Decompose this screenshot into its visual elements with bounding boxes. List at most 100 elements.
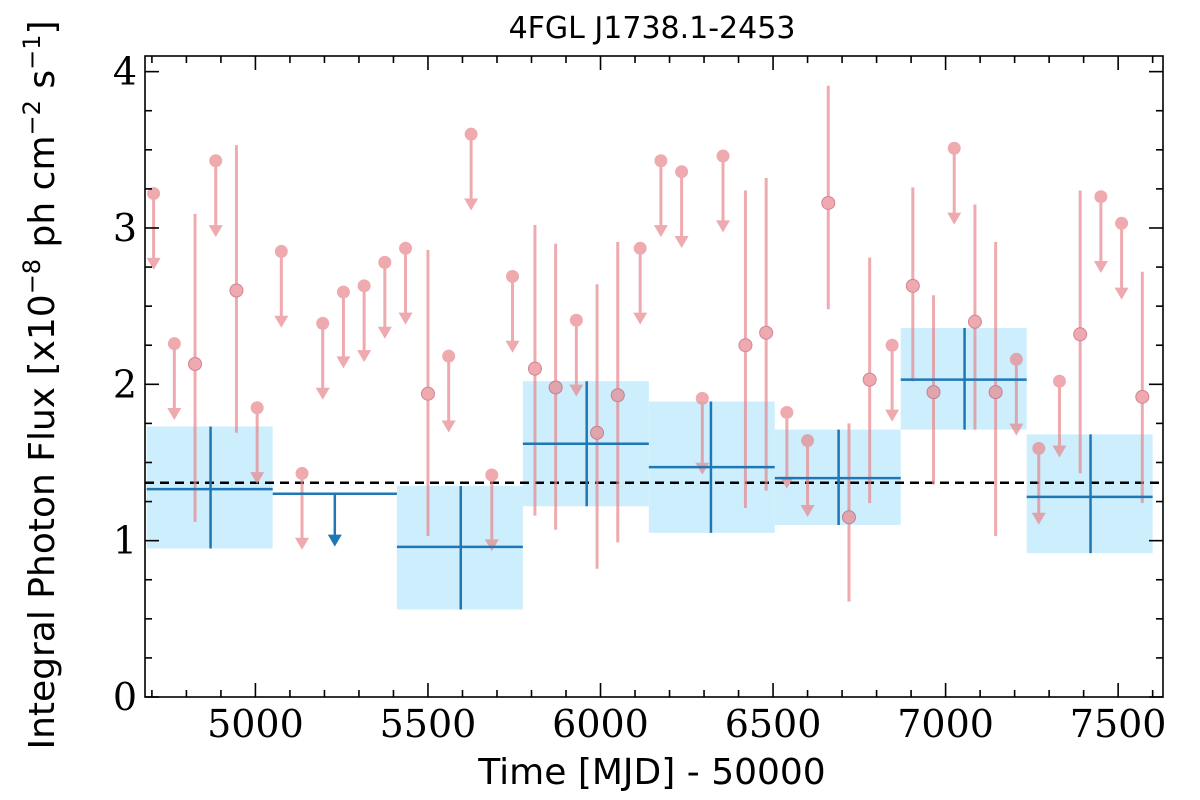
monthly-point [1031, 441, 1046, 525]
monthly-point [674, 165, 689, 249]
upper-limit-arrow [146, 257, 161, 270]
y-tick-label: 0 [113, 675, 137, 719]
monthly-marker [801, 434, 815, 448]
monthly-marker [759, 325, 774, 340]
monthly-point [716, 149, 731, 233]
monthly-marker [1073, 327, 1088, 342]
upper-limit-arrow [167, 408, 182, 421]
monthly-marker [378, 255, 392, 269]
monthly-marker [841, 510, 856, 525]
upper-limit-arrow [885, 409, 900, 422]
monthly-point [357, 279, 372, 363]
monthly-marker [780, 405, 794, 419]
monthly-marker [209, 154, 223, 168]
upper-limit-arrow [674, 236, 689, 249]
monthly-point [590, 284, 605, 569]
monthly-point [779, 405, 794, 489]
y-axis-label-exp: −8 [18, 259, 46, 294]
monthly-marker [485, 468, 499, 482]
x-tick-label: 7000 [897, 702, 994, 746]
monthly-point [633, 241, 648, 325]
x-tick-label: 6000 [552, 702, 649, 746]
monthly-marker [738, 338, 753, 353]
monthly-point [1073, 190, 1088, 474]
monthly-point [377, 255, 392, 339]
monthly-point [1135, 271, 1150, 504]
upper-limit-arrow [800, 504, 815, 517]
monthly-point [548, 243, 563, 530]
yearly-point [900, 328, 1027, 430]
yearly-point [272, 492, 397, 547]
monthly-point [229, 145, 244, 433]
monthly-marker [295, 466, 309, 480]
monthly-marker [988, 385, 1003, 400]
monthly-marker [274, 244, 288, 258]
monthly-point [695, 391, 710, 475]
monthly-point [484, 468, 499, 552]
monthly-point [420, 249, 435, 536]
upper-limit-arrow [1031, 512, 1046, 525]
monthly-marker [569, 313, 583, 327]
monthly-point [821, 85, 836, 310]
monthly-point [905, 187, 920, 382]
axis-ticks: 5000 5500 6000 6500 7000 7500 0 1 2 3 4 [113, 50, 1167, 746]
monthly-point [947, 141, 962, 225]
upper-limit-arrow [1114, 287, 1129, 300]
y-axis-label-part: s [22, 70, 63, 100]
upper-limit-arrow [398, 312, 413, 325]
monthly-marker [590, 425, 605, 440]
yearly-point [396, 485, 523, 610]
monthly-marker [336, 285, 350, 299]
monthly-point [862, 257, 877, 504]
y-tick-label: 3 [113, 206, 137, 250]
plot-frame [144, 55, 1164, 698]
monthly-marker [821, 195, 836, 210]
monthly-marker [442, 349, 456, 363]
monthly-marker [229, 283, 244, 298]
monthly-marker [464, 127, 478, 141]
yearly-upper-limit-arrow [327, 534, 342, 547]
upper-limit-arrow [441, 420, 456, 433]
monthly-marker [905, 278, 920, 293]
y-axis-label-part: ] [22, 20, 63, 34]
y-axis-label-exp: −1 [18, 35, 46, 70]
monthly-marker [1135, 389, 1150, 404]
upper-limit-arrow [484, 539, 499, 552]
monthly-marker [1094, 190, 1108, 204]
upper-limit-arrow [633, 312, 648, 325]
monthly-point [505, 269, 520, 353]
x-axis-label: Time [MJD] - 50000 [477, 752, 825, 793]
monthly-point [250, 401, 265, 485]
monthly-point [208, 154, 223, 238]
monthly-point [441, 349, 456, 433]
upper-limit-arrow [716, 220, 731, 233]
upper-limit-arrow [569, 384, 584, 397]
monthly-point [800, 434, 815, 517]
monthly-marker [1032, 441, 1046, 455]
monthly-point [336, 285, 351, 369]
monthly-point [527, 224, 542, 516]
monthly-point [967, 204, 982, 430]
monthly-marker [885, 338, 899, 352]
monthly-point [759, 177, 774, 491]
monthly-marker [967, 314, 982, 329]
monthly-marker [633, 241, 647, 255]
upper-limit-arrow [947, 212, 962, 225]
x-tick-label: 6500 [725, 702, 822, 746]
monthly-marker [399, 241, 413, 255]
monthly-marker [506, 269, 520, 283]
y-axis-label-exp: −2 [18, 100, 46, 135]
monthly-point [569, 313, 584, 397]
monthly-point [885, 338, 900, 422]
upper-limit-arrow [295, 537, 310, 550]
monthly-point [295, 466, 310, 550]
upper-limit-arrow [208, 225, 223, 238]
y-axis-label-part: Integral Photon Flux [x10 [22, 294, 63, 749]
yearly-point [146, 426, 273, 549]
monthly-point [610, 242, 625, 543]
upper-limit-arrow [653, 225, 668, 238]
x-tick-label: 5000 [207, 702, 304, 746]
monthly-marker [147, 187, 161, 201]
monthly-point [988, 242, 1003, 536]
y-tick-label: 4 [113, 50, 137, 94]
